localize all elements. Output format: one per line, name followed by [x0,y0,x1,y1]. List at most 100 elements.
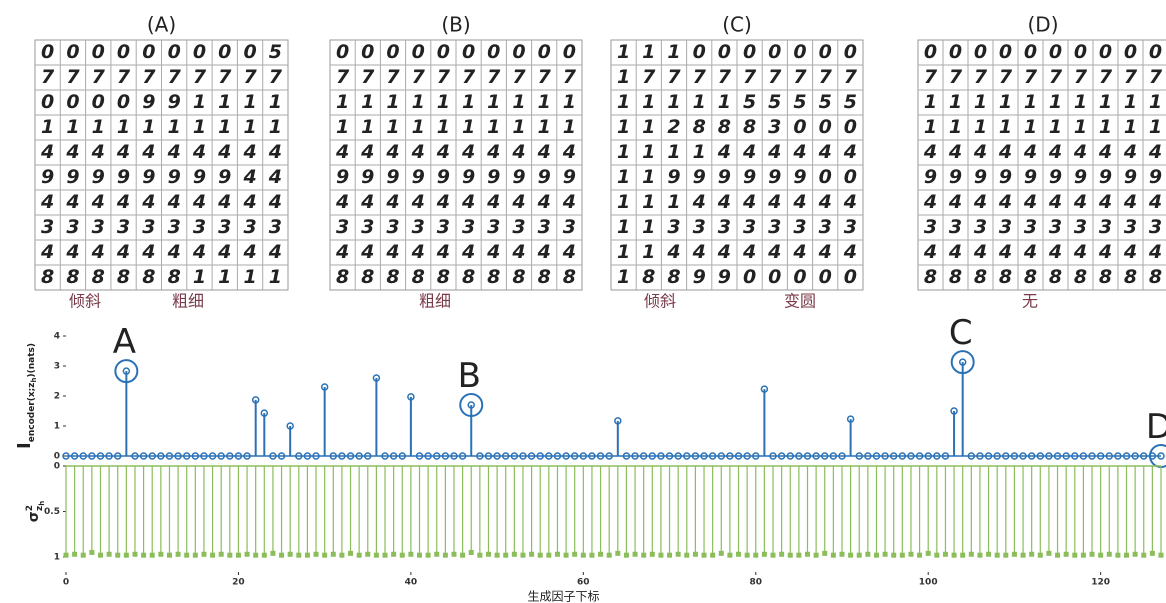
y-axis-label-part: 2 [25,505,35,511]
stem-marker [1096,452,1105,460]
stem-marker [1045,452,1053,460]
stem-marker [303,452,312,460]
stem-marker [796,552,802,558]
stem-marker [356,552,362,558]
stem-marker [97,552,103,558]
y-tick-label: 1 [54,553,60,563]
stem-marker [279,552,285,558]
stem-marker [468,549,474,555]
panel-caption: 倾斜 [69,292,101,311]
stem-marker [424,452,432,460]
stem-marker [382,552,388,558]
stem-marker [485,551,491,557]
stem-marker [976,452,984,460]
stem-marker [1106,551,1112,557]
stem-marker [984,452,993,460]
stem-marker [598,551,604,557]
stem-marker [1002,452,1010,460]
stem-marker [977,552,983,558]
x-tick-label: 20 [232,578,245,588]
stem-marker [675,551,681,557]
stem-marker [450,452,458,460]
stem-marker [320,383,329,391]
stem-marker [1063,551,1069,557]
x-axis-label: 生成因子下标 [527,590,599,603]
stem-marker [710,552,716,558]
panel-title: (B) [441,13,470,37]
stem-marker [166,552,172,558]
stem-marker [520,552,526,558]
stem-marker [287,551,293,557]
stem-marker [226,452,234,460]
panel-caption: 粗细 [172,292,204,311]
stem-marker [951,552,957,558]
y-axis-label-part: encoder(x;z [27,382,37,442]
stem-marker [803,452,812,460]
y-tick-label: 0.5 [44,507,60,517]
stem-marker [777,452,786,460]
stem-marker [434,551,440,557]
stem-marker [304,552,310,558]
annotation: B [458,356,481,396]
stem-marker [846,415,855,423]
stem-marker [657,452,665,460]
stem-marker [1020,552,1026,558]
stem-marker [1141,552,1147,558]
stem-marker [408,551,414,557]
stem-marker [122,367,131,375]
stem-marker [631,452,639,460]
stem-marker [115,552,121,558]
highlight-circle [114,359,139,384]
stem-marker [1072,552,1078,558]
stem-marker [726,452,734,460]
stem-marker [1124,552,1130,558]
stem-marker [1053,452,1062,460]
stem-marker [736,551,742,557]
stem-marker [692,551,698,557]
stem-marker [950,407,958,415]
stem-marker [389,452,398,460]
stem-marker [365,551,371,557]
stem-marker [260,409,269,417]
stem-marker [510,452,519,460]
stem-marker [1011,551,1017,557]
y-tick-label: 0 [54,462,60,472]
annotation: C [949,313,973,353]
stem-marker [665,452,674,460]
stem-marker [493,452,501,460]
stem-marker [451,551,457,557]
panel-caption: 变圆 [784,292,816,311]
stem-marker [1088,452,1096,460]
y-axis-label-part: )(nats) [27,343,37,377]
stem-marker [62,452,70,460]
stem-marker [70,452,79,460]
stem-marker [779,551,785,557]
stem-marker [191,452,200,460]
panel-title: (D) [1027,13,1058,37]
x-tick-label: 0 [63,578,69,588]
stem-marker [1140,452,1148,460]
stem-marker [1019,452,1027,460]
stem-marker [338,452,346,460]
stem-marker [812,452,820,460]
stem-marker [683,452,691,460]
stem-marker [769,452,777,460]
stem-marker [536,452,544,460]
stem-marker [72,551,78,557]
highlight-circle [950,350,975,375]
stem-marker [873,552,879,558]
stem-marker [1122,452,1131,460]
panel-title: (C) [722,13,752,37]
stem-marker [253,552,259,558]
stem-marker [355,452,363,460]
stem-marker [822,550,828,556]
stem-marker [106,551,112,557]
stem-marker [563,552,569,558]
stem-marker [820,452,829,460]
stem-marker [968,551,974,557]
stem-marker [148,452,156,460]
stem-marker [244,551,250,557]
y-axis-label-part: z [35,506,45,511]
stem-marker [1079,452,1088,460]
